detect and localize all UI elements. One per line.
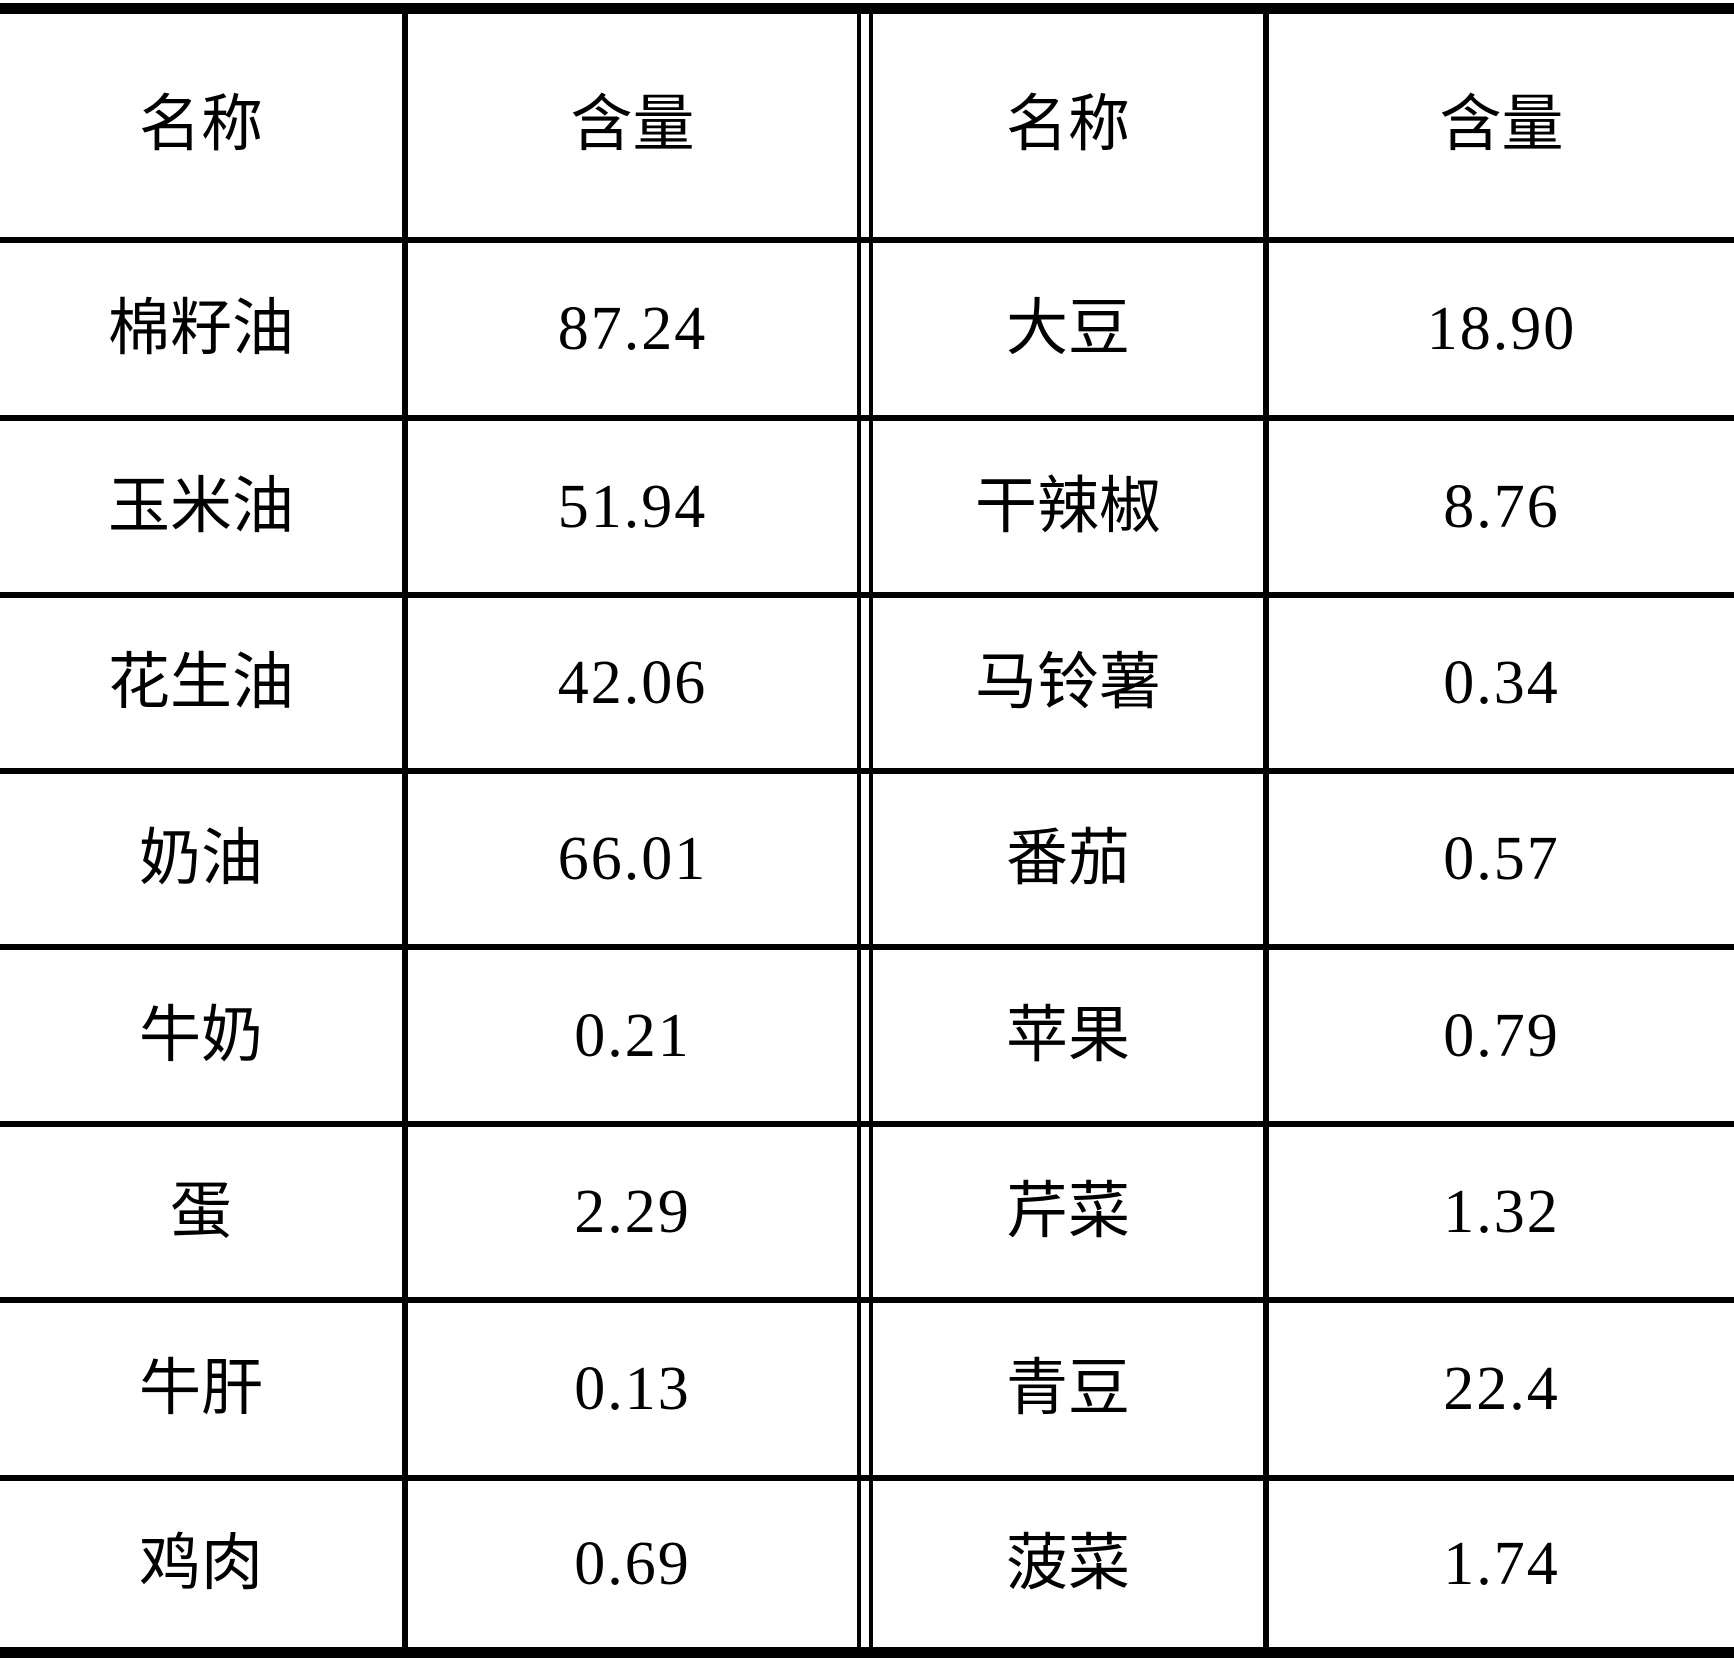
table-cell-amount: 0.34	[1443, 649, 1560, 717]
header-amount-right: 含量	[1439, 91, 1564, 159]
header-name-right: 名称	[1005, 91, 1130, 159]
table-cell-amount: 22.4	[1443, 1355, 1560, 1423]
table-cell-name: 蛋	[169, 1178, 232, 1246]
table-cell-name: 花生油	[107, 649, 294, 717]
table-cell-name: 马铃薯	[974, 649, 1161, 717]
row-line	[0, 1297, 1734, 1303]
table-cell-name: 大豆	[1005, 295, 1130, 363]
table-cell-name: 干辣椒	[974, 472, 1161, 541]
row-line	[0, 237, 1734, 243]
row-line	[0, 1121, 1734, 1127]
table-cell-name: 牛奶	[138, 1001, 263, 1070]
table-cell-name: 玉米油	[107, 472, 294, 541]
table-top-border	[0, 3, 1734, 14]
table-cell-amount: 66.01	[557, 825, 708, 893]
header-name-left: 名称	[138, 91, 263, 159]
center-double-divider-right	[869, 3, 873, 1658]
table-cell-amount: 51.94	[557, 472, 708, 541]
table-cell-name: 菠菜	[1005, 1530, 1130, 1598]
table-cell-amount: 87.24	[557, 295, 708, 363]
table-cell-amount: 0.69	[574, 1530, 691, 1598]
table-cell-name: 牛肝	[138, 1355, 263, 1423]
table-cell-name: 鸡肉	[138, 1530, 263, 1598]
header-amount-left: 含量	[570, 91, 695, 159]
table-cell-name: 芹菜	[1005, 1178, 1130, 1246]
table-bottom-border	[0, 1647, 1734, 1658]
table-cell-amount: 1.32	[1443, 1178, 1560, 1246]
table-cell-amount: 2.29	[574, 1178, 691, 1246]
table-cell-amount: 0.57	[1443, 825, 1560, 893]
table-cell-name: 苹果	[1005, 1001, 1130, 1070]
center-double-divider-left	[857, 3, 861, 1658]
table-cell-amount: 0.79	[1443, 1001, 1560, 1070]
table-cell-name: 番茄	[1005, 825, 1130, 893]
table-cell-name: 青豆	[1005, 1355, 1130, 1423]
row-line	[0, 768, 1734, 774]
row-line	[0, 592, 1734, 598]
table-cell-amount: 18.90	[1426, 295, 1577, 363]
table-cell-amount: 8.76	[1443, 472, 1560, 541]
table-cell-amount: 0.13	[574, 1355, 691, 1423]
row-line	[0, 1475, 1734, 1481]
column-divider-left	[402, 3, 408, 1658]
table-cell-amount: 42.06	[557, 649, 708, 717]
row-line	[0, 415, 1734, 421]
table-cell-amount: 1.74	[1443, 1530, 1560, 1598]
column-divider-right	[1263, 3, 1269, 1658]
table-cell-name: 棉籽油	[107, 295, 294, 363]
table-cell-name: 奶油	[138, 825, 263, 893]
table-cell-amount: 0.21	[574, 1001, 691, 1070]
row-line	[0, 944, 1734, 950]
